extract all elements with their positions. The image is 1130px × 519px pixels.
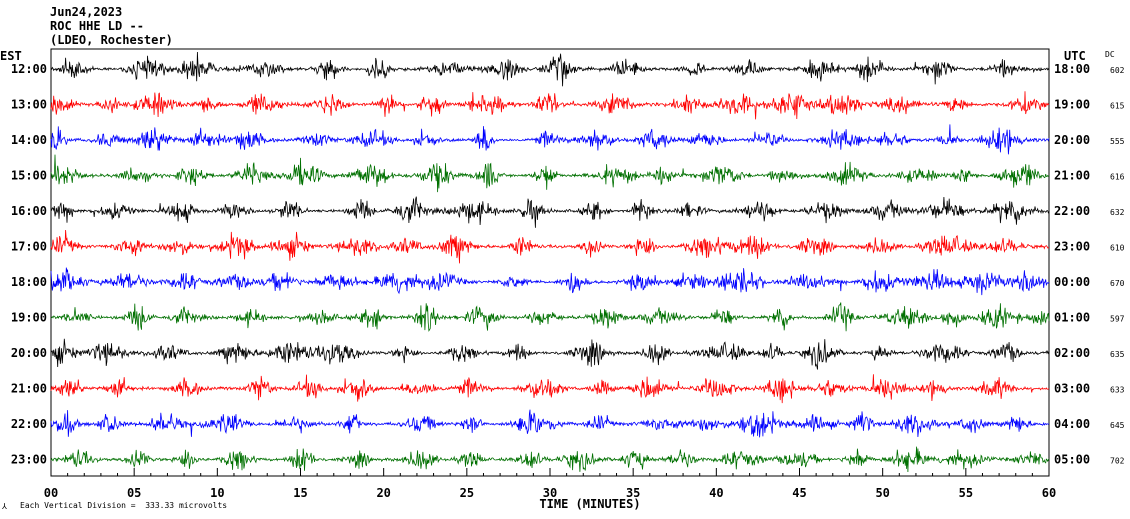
utc-label: 21:00 [1054, 169, 1090, 183]
dc-value-label: 555 [1110, 137, 1125, 146]
trace-line-1300 [50, 91, 1050, 120]
est-label: 13:00 [11, 98, 47, 112]
utc-label: 20:00 [1054, 133, 1090, 147]
dc-value-label: 610 [1110, 244, 1125, 253]
x-tick-label: 55 [959, 486, 973, 500]
x-axis-title: TIME (MINUTES) [539, 497, 640, 511]
est-label: 14:00 [11, 133, 47, 147]
utc-label: 19:00 [1054, 98, 1090, 112]
utc-label: 22:00 [1054, 204, 1090, 218]
x-tick-label: 40 [709, 486, 723, 500]
x-tick-label: 25 [460, 486, 474, 500]
trace-line-1200 [50, 51, 1050, 87]
utc-label: 00:00 [1054, 275, 1090, 289]
station-label: ROC HHE LD -- [50, 19, 144, 33]
trace-line-2100 [50, 374, 1050, 404]
x-tick-label: 60 [1042, 486, 1056, 500]
utc-label: 01:00 [1054, 311, 1090, 325]
x-tick-label: 10 [210, 486, 224, 500]
trace-line-2300 [50, 446, 1050, 473]
est-label: 23:00 [11, 453, 47, 467]
utc-label: 05:00 [1054, 453, 1090, 467]
dc-value-label: 615 [1110, 102, 1125, 111]
est-label: 18:00 [11, 275, 47, 289]
est-label: 17:00 [11, 240, 47, 254]
utc-label: 03:00 [1054, 382, 1090, 396]
date-label: Jun24,2023 [50, 5, 123, 19]
est-axis-label: EST [0, 49, 22, 63]
dc-axis-label: DC [1105, 50, 1115, 59]
x-tick-label: 00 [44, 486, 58, 500]
x-tick-label: 30 [543, 486, 557, 500]
trace-line-1700 [50, 229, 1050, 264]
trace-line-2000 [50, 338, 1050, 370]
trace-line-1900 [50, 302, 1050, 332]
trace-line-2200 [50, 409, 1050, 438]
utc-label: 02:00 [1054, 346, 1090, 360]
network-label: (LDEO, Rochester) [50, 33, 173, 47]
x-tick-label: 20 [376, 486, 390, 500]
dc-value-label: 645 [1110, 421, 1125, 430]
dc-value-label: 616 [1110, 173, 1125, 182]
utc-label: 18:00 [1054, 62, 1090, 76]
plot-frame [50, 48, 1050, 477]
est-label: 12:00 [11, 62, 47, 76]
utc-axis-label: UTC [1064, 49, 1086, 63]
est-label: 15:00 [11, 169, 47, 183]
utc-label: 23:00 [1054, 240, 1090, 254]
x-tick-label: 45 [792, 486, 806, 500]
dc-value-label: 633 [1110, 386, 1125, 395]
trace-line-1500 [50, 154, 1050, 193]
x-tick-label: 35 [626, 486, 640, 500]
utc-label: 04:00 [1054, 417, 1090, 431]
dc-value-label: 597 [1110, 315, 1125, 324]
scale-logo-icon: ⅄ [2, 502, 7, 511]
est-label: 21:00 [11, 382, 47, 396]
est-label: 22:00 [11, 417, 47, 431]
x-tick-label: 05 [127, 486, 141, 500]
trace-line-1400 [50, 124, 1050, 155]
trace-line-1800 [50, 267, 1050, 296]
x-tick-label: 15 [293, 486, 307, 500]
dc-value-label: 670 [1110, 279, 1125, 288]
est-label: 19:00 [11, 311, 47, 325]
x-tick-label: 50 [875, 486, 889, 500]
dc-value-label: 602 [1110, 66, 1125, 75]
dc-value-label: 632 [1110, 208, 1125, 217]
est-label: 16:00 [11, 204, 47, 218]
dc-value-label: 635 [1110, 350, 1125, 359]
trace-line-1600 [50, 196, 1050, 228]
dc-value-label: 702 [1110, 457, 1125, 466]
scale-note: Each Vertical Division = 333.33 microvol… [20, 501, 228, 510]
est-label: 20:00 [11, 346, 47, 360]
